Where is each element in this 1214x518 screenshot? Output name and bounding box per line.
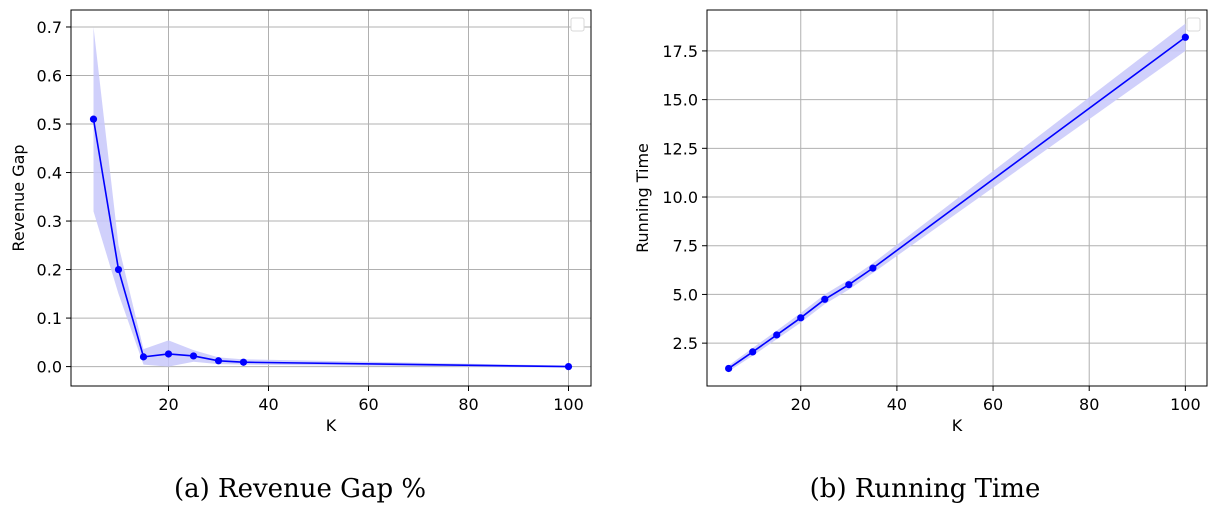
y-tick-label: 0.0 [37, 358, 62, 377]
figure-caption: (a) Revenue Gap % [174, 474, 426, 504]
data-point [189, 352, 198, 360]
data-point [564, 362, 573, 371]
data-point [1181, 33, 1189, 41]
x-tick-label: 40 [887, 395, 907, 414]
figure-caption: (b) Running Time [810, 474, 1041, 504]
y-tick-label: 2.5 [673, 334, 698, 353]
y-axis-title: Running Time [633, 143, 652, 253]
y-tick-label: 0.5 [37, 115, 62, 134]
y-tick-label: 7.5 [673, 237, 698, 256]
x-tick-label: 40 [258, 395, 278, 414]
data-point [773, 331, 781, 339]
data-point [869, 264, 877, 272]
x-tick-label: 60 [358, 395, 378, 414]
legend-box [570, 17, 585, 32]
y-tick-label: 0.6 [37, 66, 62, 85]
data-point [821, 295, 829, 303]
y-tick-label: 0.3 [37, 212, 62, 231]
series-line [728, 36, 1186, 370]
y-axis-title: Revenue Gap [9, 144, 28, 251]
chart-0: 20 40 60 80 100 0.0 0.1 0.2 0.3 0.4 0.5 0.6 0.7 K Reve… [9, 9, 592, 504]
y-tick-label: 0.1 [37, 309, 62, 328]
data-point [239, 358, 248, 366]
y-tick-label: 12.5 [662, 139, 698, 158]
plot-frame [70, 9, 592, 387]
y-tick-label: 0.4 [37, 164, 62, 183]
series-line [92, 119, 569, 368]
data-point [725, 364, 733, 373]
x-tick-label: 20 [791, 395, 811, 414]
y-tick-label: 15.0 [662, 91, 698, 110]
data-point [214, 357, 223, 365]
x-tick-label: 80 [1079, 395, 1099, 414]
x-axis-title: K [326, 416, 337, 435]
x-tick-label: 100 [553, 395, 584, 414]
legend-box [1186, 17, 1201, 32]
data-point [139, 353, 148, 361]
data-point [797, 314, 805, 322]
confidence-band [93, 26, 569, 368]
y-tick-label: 5.0 [673, 285, 698, 304]
data-point [164, 350, 173, 358]
y-tick-label: 0.7 [37, 18, 62, 37]
y-tick-label: 17.5 [662, 42, 698, 61]
data-point [845, 281, 853, 289]
x-tick-label: 100 [1170, 395, 1201, 414]
x-tick-label: 20 [158, 395, 178, 414]
x-tick-label: 60 [983, 395, 1003, 414]
x-tick-label: 80 [458, 395, 478, 414]
y-tick-label: 10.0 [662, 188, 698, 207]
data-point [114, 265, 123, 274]
chart-1: 20 40 60 80 100 2.5 5.0 7.5 10.0 12.5 15.0 17.5 K Run… [633, 9, 1208, 504]
data-point [749, 348, 757, 356]
x-axis-title: K [952, 416, 963, 435]
data-point [89, 115, 98, 123]
y-tick-label: 0.2 [37, 261, 62, 280]
plot-frame [706, 9, 1208, 387]
confidence-band [728, 23, 1186, 372]
